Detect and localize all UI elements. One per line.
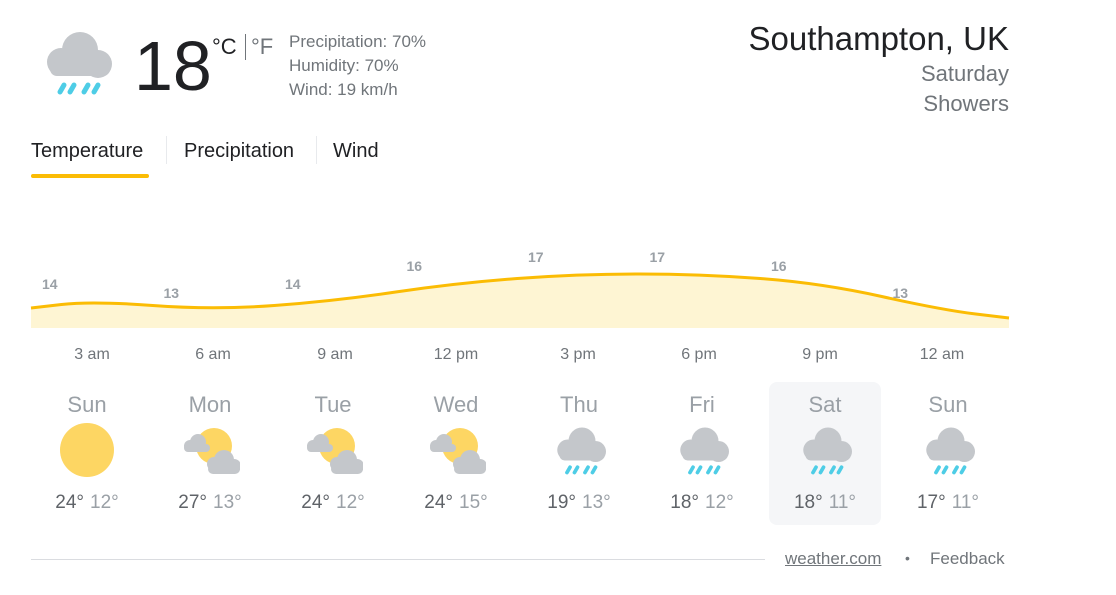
day-name: Sat <box>808 392 842 417</box>
temperature-value-label: 14 <box>42 276 58 292</box>
high-temp: 24° <box>55 492 84 513</box>
low-temp: 13° <box>213 492 242 513</box>
condition-text: Showers <box>923 91 1009 116</box>
footer-divider <box>31 559 765 560</box>
high-temp: 19° <box>547 492 576 513</box>
day-temps: 18° 12° <box>646 492 758 514</box>
hour-label: 12 am <box>919 346 965 363</box>
day-temps: 18° 11° <box>769 492 881 514</box>
temperature-value-label: 17 <box>650 249 666 265</box>
partly-sunny-icon <box>180 422 240 478</box>
high-temp: 18° <box>793 492 823 513</box>
day-name: Thu <box>560 392 598 417</box>
temperature-area <box>31 274 1009 328</box>
precipitation-detail: Precipitation: 70% <box>289 32 427 51</box>
wind-detail: Wind: 19 km/h <box>289 80 398 99</box>
low-temp: 12° <box>90 492 119 513</box>
partly-sunny-icon <box>426 422 486 478</box>
temperature-line <box>30 272 1010 320</box>
day-forecast-sat[interactable]: Sat 18° 11° <box>769 382 881 525</box>
day-temps: 17° 11° <box>892 492 1004 514</box>
day-name: Sun <box>928 392 968 417</box>
rain-cloud-icon <box>795 422 855 478</box>
hour-label: 9 am <box>317 346 353 363</box>
day-forecast-tue[interactable]: Tue 24° 12° <box>277 382 389 525</box>
tab-divider <box>166 136 167 164</box>
day-temps: 24° 12° <box>31 492 143 514</box>
rain-cloud-icon <box>549 422 609 478</box>
day-forecast-mon[interactable]: Mon 27° 13° <box>154 382 266 525</box>
day-forecast-sun-next[interactable]: Sun 17° 11° <box>892 382 1004 525</box>
day-forecast-wed[interactable]: Wed 24° 15° <box>400 382 512 525</box>
day-name: Fri <box>689 392 715 417</box>
day-name: Wed <box>433 392 479 417</box>
tab-precipitation[interactable]: Precipitation <box>184 140 295 162</box>
day-temps: 24° 12° <box>277 492 389 514</box>
footer-separator: • <box>905 550 910 566</box>
unit-fahrenheit-toggle[interactable]: °F <box>251 34 274 59</box>
current-temperature: 18 <box>134 27 212 105</box>
day-temps: 19° 13° <box>523 492 635 514</box>
day-forecast-fri[interactable]: Fri 18° 12° <box>646 382 758 525</box>
low-temp: 13° <box>582 492 611 513</box>
high-temp: 27° <box>178 492 207 513</box>
unit-divider <box>245 34 246 60</box>
location-name: Southampton, UK <box>748 20 1010 57</box>
high-temp: 18° <box>670 492 699 513</box>
hour-label: 6 am <box>195 346 231 363</box>
high-temp: 17° <box>916 492 946 513</box>
low-temp: 12° <box>336 492 365 513</box>
hour-label: 3 am <box>74 346 110 363</box>
humidity-detail: Humidity: 70% <box>289 56 399 75</box>
selected-day: Saturday <box>920 61 1009 86</box>
temperature-value-label: 17 <box>528 249 544 265</box>
rain-cloud-icon <box>672 422 732 478</box>
low-temp: 11° <box>828 492 857 513</box>
low-temp: 12° <box>705 492 734 513</box>
low-temp: 11° <box>951 492 980 513</box>
tab-indicator <box>31 174 149 178</box>
day-name: Sun <box>67 392 107 417</box>
sun-icon <box>57 422 117 478</box>
day-temps: 24° 15° <box>400 492 512 514</box>
low-temp: 15° <box>459 492 488 513</box>
day-name: Mon <box>188 392 232 417</box>
source-link[interactable]: weather.com <box>785 549 882 568</box>
rain-cloud-icon <box>36 26 116 98</box>
temperature-value-label: 13 <box>164 285 180 301</box>
temperature-chart: 14 13 14 16 17 17 16 13 <box>30 249 1010 328</box>
unit-celsius-toggle[interactable]: °C <box>212 34 237 59</box>
feedback-link[interactable]: Feedback <box>930 549 1005 568</box>
tab-wind[interactable]: Wind <box>333 140 379 162</box>
partly-sunny-icon <box>303 422 363 478</box>
tab-temperature[interactable]: Temperature <box>31 140 144 162</box>
hour-label: 6 pm <box>681 346 717 363</box>
hour-label: 12 pm <box>433 346 479 363</box>
day-temps: 27° 13° <box>154 492 266 514</box>
high-temp: 24° <box>301 492 330 513</box>
day-forecast-thu[interactable]: Thu 19° 13° <box>523 382 635 525</box>
temperature-value-label: 16 <box>771 258 787 274</box>
rain-cloud-icon <box>918 422 978 478</box>
day-forecast-sun[interactable]: Sun 24° 12° <box>31 382 143 525</box>
temperature-value-label: 16 <box>407 258 423 274</box>
temperature-value-label: 13 <box>893 285 909 301</box>
day-name: Tue <box>314 392 352 417</box>
tab-divider <box>316 136 317 164</box>
temperature-value-label: 14 <box>285 276 301 292</box>
high-temp: 24° <box>424 492 453 513</box>
hour-label: 3 pm <box>560 346 596 363</box>
hour-label: 9 pm <box>802 346 838 363</box>
